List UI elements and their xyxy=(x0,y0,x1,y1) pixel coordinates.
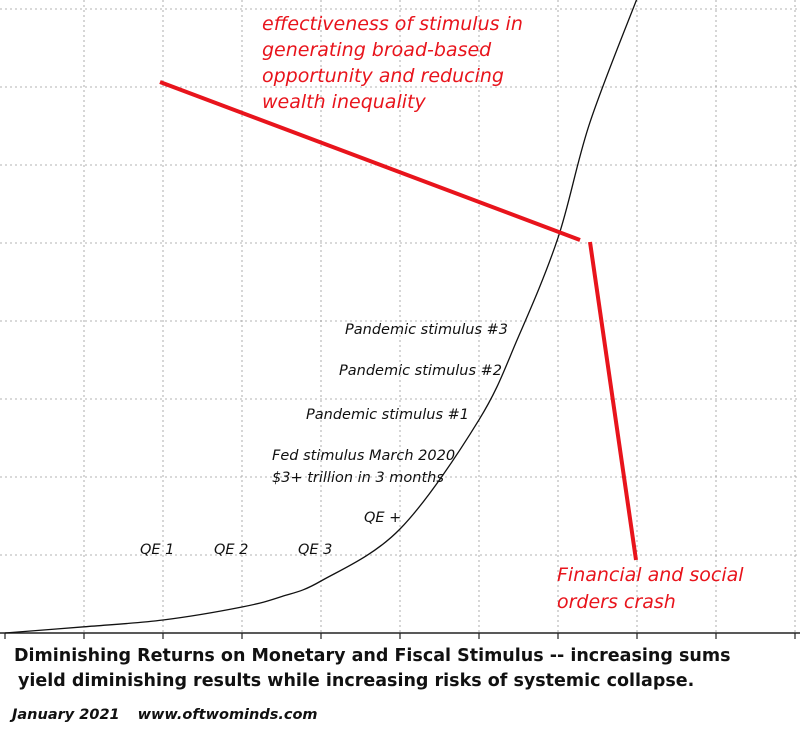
event-label-pandemic-3: Pandemic stimulus #3 xyxy=(345,322,508,338)
crash-annotation-line: Financial and social xyxy=(557,564,744,586)
event-label-qe3: QE 3 xyxy=(298,542,332,558)
crash-trend-line xyxy=(588,241,638,561)
effectiveness-trend-line xyxy=(159,80,581,242)
effectiveness-annotation-line: wealth inequality xyxy=(262,91,426,113)
chart-area: effectiveness of stimulus in generating … xyxy=(0,0,800,639)
footer-date: January 2021 xyxy=(12,707,120,723)
event-label-qe-plus: QE + xyxy=(364,510,401,526)
event-label-pandemic-2: Pandemic stimulus #2 xyxy=(339,363,502,379)
event-label-fed-amount: $3+ trillion in 3 months xyxy=(272,470,444,486)
footer-site: www.oftwominds.com xyxy=(137,707,318,723)
footer: January 2021 www.oftwominds.com xyxy=(12,707,318,723)
effectiveness-annotation-line: generating broad-based xyxy=(262,39,492,61)
crash-annotation: Financial and social orders crash xyxy=(557,564,750,613)
event-label-qe1: QE 1 xyxy=(140,542,174,558)
chart-caption: Diminishing Returns on Monetary and Fisc… xyxy=(14,644,794,694)
caption-line-2: yield diminishing results while increasi… xyxy=(18,671,695,691)
effectiveness-annotation-line: effectiveness of stimulus in xyxy=(262,13,523,35)
event-label-qe2: QE 2 xyxy=(214,542,248,558)
event-label-pandemic-1: Pandemic stimulus #1 xyxy=(306,407,469,423)
effectiveness-annotation-line: opportunity and reducing xyxy=(262,65,504,87)
event-label-fed-stimulus: Fed stimulus March 2020 xyxy=(272,448,455,464)
caption-line-1: Diminishing Returns on Monetary and Fisc… xyxy=(14,646,731,666)
chart-svg: effectiveness of stimulus in generating … xyxy=(0,0,800,639)
series-curve xyxy=(4,0,638,634)
effectiveness-annotation: effectiveness of stimulus in generating … xyxy=(262,13,529,113)
crash-annotation-line: orders crash xyxy=(557,591,676,613)
